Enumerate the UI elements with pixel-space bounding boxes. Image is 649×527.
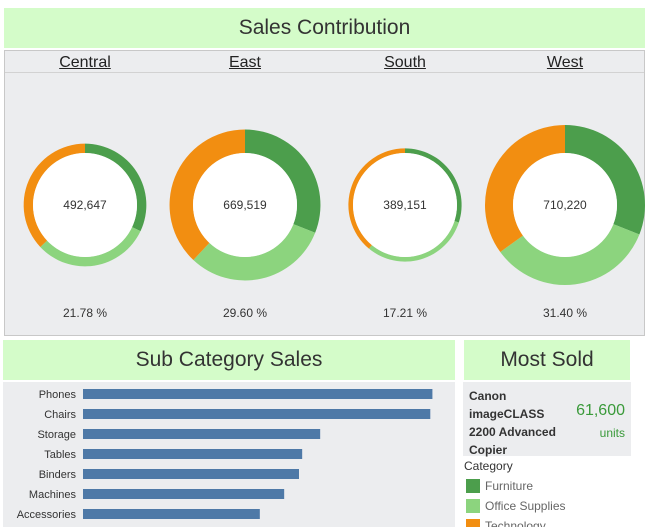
donut-share-south: 17.21 % (383, 306, 427, 320)
legend-label-furniture: Furniture (485, 479, 534, 493)
legend-swatch-furniture (466, 479, 480, 493)
sub-category-sales-title-text: Sub Category Sales (135, 348, 323, 371)
donut-share-west: 31.40 % (543, 306, 587, 320)
donut-segment-south-office-supplies[interactable] (368, 221, 459, 262)
donut-segment-central-furniture[interactable] (85, 143, 147, 232)
sales-contribution-title-text: Sales Contribution (238, 16, 411, 39)
region-label-west[interactable]: West (546, 54, 584, 71)
legend-item-furniture[interactable]: Furniture (464, 476, 634, 496)
donut-total-east: 669,519 (223, 198, 267, 212)
bar-accessories[interactable] (83, 509, 260, 519)
donut-share-central: 21.78 % (63, 306, 107, 320)
donut-segment-east-office-supplies[interactable] (193, 224, 316, 281)
bar-label-tables: Tables (44, 449, 76, 461)
bar-label-machines: Machines (29, 489, 77, 501)
donut-segment-west-technology[interactable] (484, 125, 565, 253)
donut-hole-central (33, 153, 137, 257)
sub-category-bar-chart: Phones Chairs Storage Tables Binders Machines… (17, 389, 433, 521)
donut-segment-central-technology[interactable] (23, 143, 85, 247)
donut-segment-south-technology[interactable] (348, 148, 405, 249)
donut-hole-east (193, 153, 297, 257)
donut-total-west: 710,220 (543, 198, 587, 212)
legend-swatch-office-supplies (466, 499, 480, 513)
donut-segment-central-office-supplies[interactable] (40, 227, 141, 267)
sub-category-bar-panel: Phones Chairs Storage Tables Binders Machines… (3, 382, 455, 527)
most-sold-value: 61,600 (576, 402, 625, 419)
donut-charts: 492,647 21.78 % 669,519 29.60 % 389,151 17.21… (23, 125, 646, 320)
sales-contribution-title: Sales Contribution (4, 8, 645, 48)
bar-tables[interactable] (83, 449, 303, 459)
donut-segment-east-technology[interactable] (169, 129, 245, 261)
bar-phones[interactable] (83, 389, 433, 399)
most-sold-product-name: Canon imageCLASS 2200 Advanced Copier (469, 389, 556, 457)
region-label-central[interactable]: Central (59, 54, 111, 71)
bar-label-phones: Phones (39, 389, 77, 401)
most-sold-panel: Canon imageCLASS 2200 Advanced Copier 61… (463, 382, 631, 457)
bar-machines[interactable] (83, 489, 285, 499)
sales-contribution-panel: Central East South West 492,647 21.78 % 66… (4, 50, 646, 336)
bar-binders[interactable] (83, 469, 299, 479)
most-sold-title: Most Sold (464, 340, 630, 380)
bar-storage[interactable] (83, 429, 321, 439)
donut-hole-south (353, 153, 457, 257)
bar-label-accessories: Accessories (17, 509, 77, 521)
bar-label-chairs: Chairs (44, 409, 76, 421)
sub-category-sales-title: Sub Category Sales (3, 340, 455, 380)
bar-label-binders: Binders (39, 469, 77, 481)
donut-total-central: 492,647 (63, 198, 107, 212)
donut-total-south: 389,151 (383, 198, 427, 212)
legend-title: Category (464, 459, 513, 473)
region-header: Central East South West (5, 51, 644, 73)
bar-chairs[interactable] (83, 409, 431, 419)
donut-segment-west-furniture[interactable] (565, 125, 646, 235)
legend-item-office-supplies[interactable]: Office Supplies (464, 496, 634, 516)
most-sold-title-text: Most Sold (500, 348, 594, 371)
category-legend: Category Furniture Office Supplies Techn… (464, 459, 634, 527)
region-label-east[interactable]: East (228, 54, 261, 71)
donut-hole-west (513, 153, 617, 257)
donut-segment-west-office-supplies[interactable] (500, 224, 640, 286)
bar-label-storage: Storage (37, 429, 76, 441)
legend-label-technology: Technology (485, 519, 546, 527)
region-label-south[interactable]: South (384, 54, 426, 71)
legend-swatch-technology (466, 519, 480, 527)
legend-item-technology[interactable]: Technology (464, 516, 634, 527)
most-sold-unit: units (599, 426, 625, 440)
legend-label-office-supplies: Office Supplies (485, 499, 566, 513)
donut-share-east: 29.60 % (223, 306, 267, 320)
donut-segment-east-furniture[interactable] (245, 129, 321, 233)
